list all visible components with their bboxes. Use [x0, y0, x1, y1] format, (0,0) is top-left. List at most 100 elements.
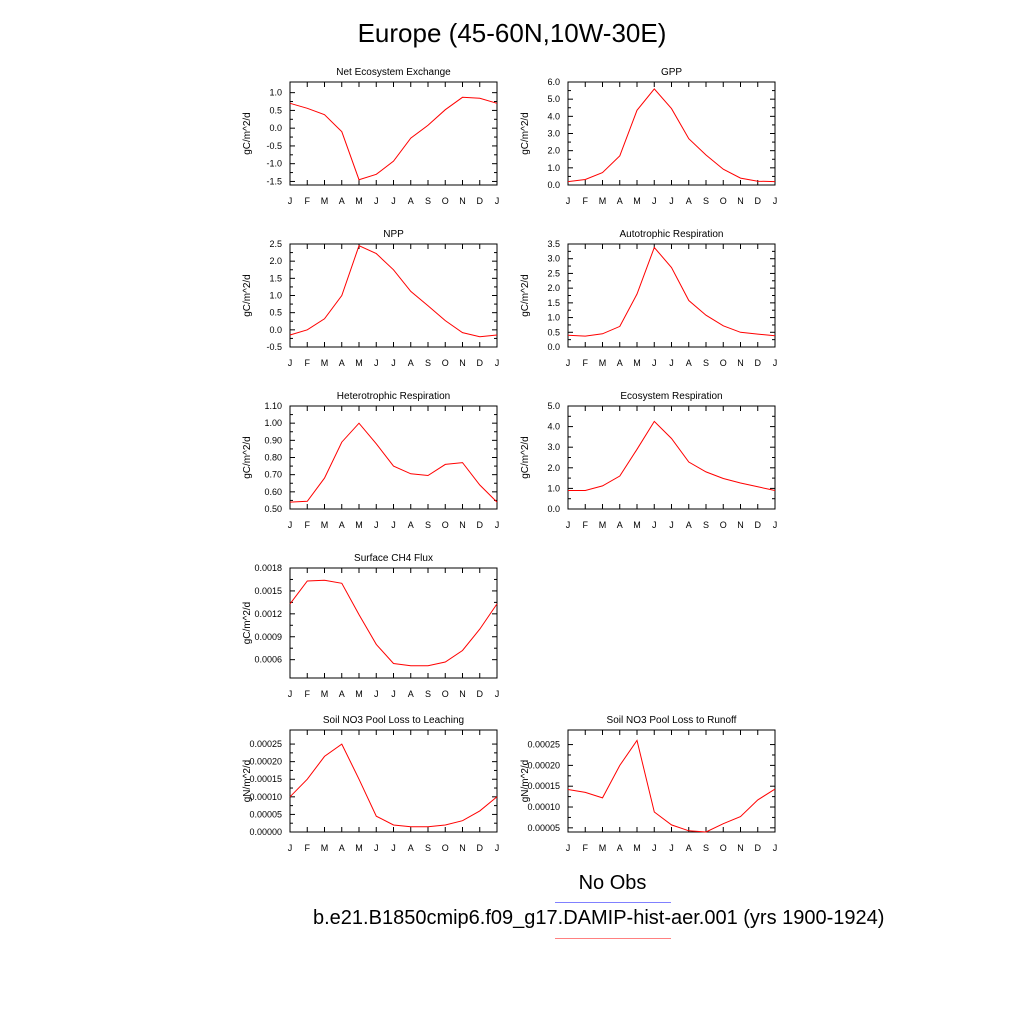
panel-title: Autotrophic Respiration [620, 229, 724, 240]
y-tick-label: 0.00020 [527, 760, 560, 770]
x-tick-label: A [686, 358, 692, 368]
x-tick-label: M [321, 520, 329, 530]
legend-model-label: b.e21.B1850cmip6.f09_g17.DAMIP-hist-aer.… [313, 907, 885, 929]
x-tick-label: N [459, 196, 466, 206]
y-tick-label: 0.00005 [249, 809, 282, 819]
x-tick-label: A [617, 196, 623, 206]
y-tick-label: 0.5 [547, 327, 560, 337]
x-tick-label: O [720, 843, 727, 853]
x-tick-label: D [755, 520, 762, 530]
x-tick-label: A [617, 520, 623, 530]
plot-frame [567, 243, 776, 348]
series-line [567, 88, 776, 183]
plot-frame [567, 405, 776, 510]
x-tick-label: S [703, 520, 709, 530]
panel-title: Ecosystem Respiration [620, 391, 722, 402]
x-tick-label: J [391, 358, 396, 368]
y-tick-label: 0.0018 [254, 563, 282, 573]
plot-frame [289, 243, 498, 348]
panel-title: NPP [383, 229, 404, 240]
x-tick-label: D [755, 843, 762, 853]
x-tick-label: J [288, 689, 293, 699]
x-tick-label: J [495, 520, 500, 530]
y-tick-label: 3.0 [547, 442, 560, 452]
x-tick-label: J [495, 196, 500, 206]
x-tick-label: N [737, 358, 744, 368]
x-tick-label: J [652, 358, 657, 368]
y-tick-label: 0.0 [547, 180, 560, 190]
x-tick-label: A [617, 843, 623, 853]
y-tick-label: 3.0 [547, 129, 560, 139]
x-tick-label: M [355, 843, 363, 853]
y-tick-label: 0.90 [264, 435, 282, 445]
x-tick-label: D [755, 358, 762, 368]
x-tick-label: J [773, 358, 778, 368]
x-tick-label: S [703, 843, 709, 853]
y-tick-label: 0.0 [269, 123, 282, 133]
y-tick-label: 6.0 [547, 77, 560, 87]
series-line [289, 579, 498, 667]
x-tick-label: M [355, 358, 363, 368]
x-tick-label: J [374, 358, 379, 368]
x-tick-label: J [391, 843, 396, 853]
y-tick-label: 0.00025 [527, 740, 560, 750]
y-tick-label: 2.0 [547, 463, 560, 473]
x-tick-label: A [408, 196, 414, 206]
plot-frame [289, 729, 498, 833]
x-tick-label: O [442, 843, 449, 853]
y-tick-label: 1.0 [269, 291, 282, 301]
x-tick-label: J [374, 689, 379, 699]
x-tick-label: F [305, 843, 311, 853]
x-tick-label: J [495, 843, 500, 853]
plot-frame [289, 405, 498, 510]
x-tick-label: N [459, 520, 466, 530]
x-tick-label: O [442, 520, 449, 530]
series-line [568, 420, 776, 491]
y-tick-label: 0.0015 [254, 586, 282, 596]
x-tick-label: N [459, 689, 466, 699]
x-tick-label: S [425, 196, 431, 206]
y-tick-label: -0.5 [266, 342, 282, 352]
x-tick-label: A [408, 689, 414, 699]
y-axis-label: gC/m^2/d [520, 436, 531, 479]
y-axis-label: gC/m^2/d [242, 274, 253, 317]
x-tick-label: F [305, 196, 311, 206]
x-tick-label: J [391, 520, 396, 530]
x-tick-label: J [288, 520, 293, 530]
plot-frame [567, 729, 776, 833]
x-tick-label: O [442, 196, 449, 206]
y-tick-label: 3.0 [547, 254, 560, 264]
y-tick-label: 3.5 [547, 239, 560, 249]
y-tick-label: 1.5 [269, 273, 282, 283]
x-tick-label: J [566, 843, 571, 853]
y-tick-label: 2.5 [269, 239, 282, 249]
x-tick-label: M [355, 689, 363, 699]
y-tick-label: 0.00010 [249, 792, 282, 802]
x-tick-label: M [633, 520, 641, 530]
x-tick-label: J [669, 520, 674, 530]
y-tick-label: 4.0 [547, 422, 560, 432]
y-tick-label: 0.00005 [527, 823, 560, 833]
y-tick-label: 0.0012 [254, 609, 282, 619]
x-tick-label: A [686, 520, 692, 530]
y-tick-label: 5.0 [547, 94, 560, 104]
x-tick-label: J [652, 196, 657, 206]
x-tick-label: O [720, 196, 727, 206]
x-tick-label: D [477, 196, 484, 206]
x-tick-label: N [459, 843, 466, 853]
y-tick-label: 2.0 [269, 256, 282, 266]
x-tick-label: J [566, 358, 571, 368]
y-tick-label: 2.0 [547, 146, 560, 156]
x-tick-label: F [583, 520, 589, 530]
plot-frame [289, 567, 498, 679]
x-tick-label: J [669, 196, 674, 206]
x-tick-label: D [477, 843, 484, 853]
x-tick-label: A [339, 689, 345, 699]
x-tick-label: A [686, 843, 692, 853]
x-tick-label: J [391, 689, 396, 699]
x-tick-label: F [305, 520, 311, 530]
y-tick-label: 0.00015 [249, 774, 282, 784]
